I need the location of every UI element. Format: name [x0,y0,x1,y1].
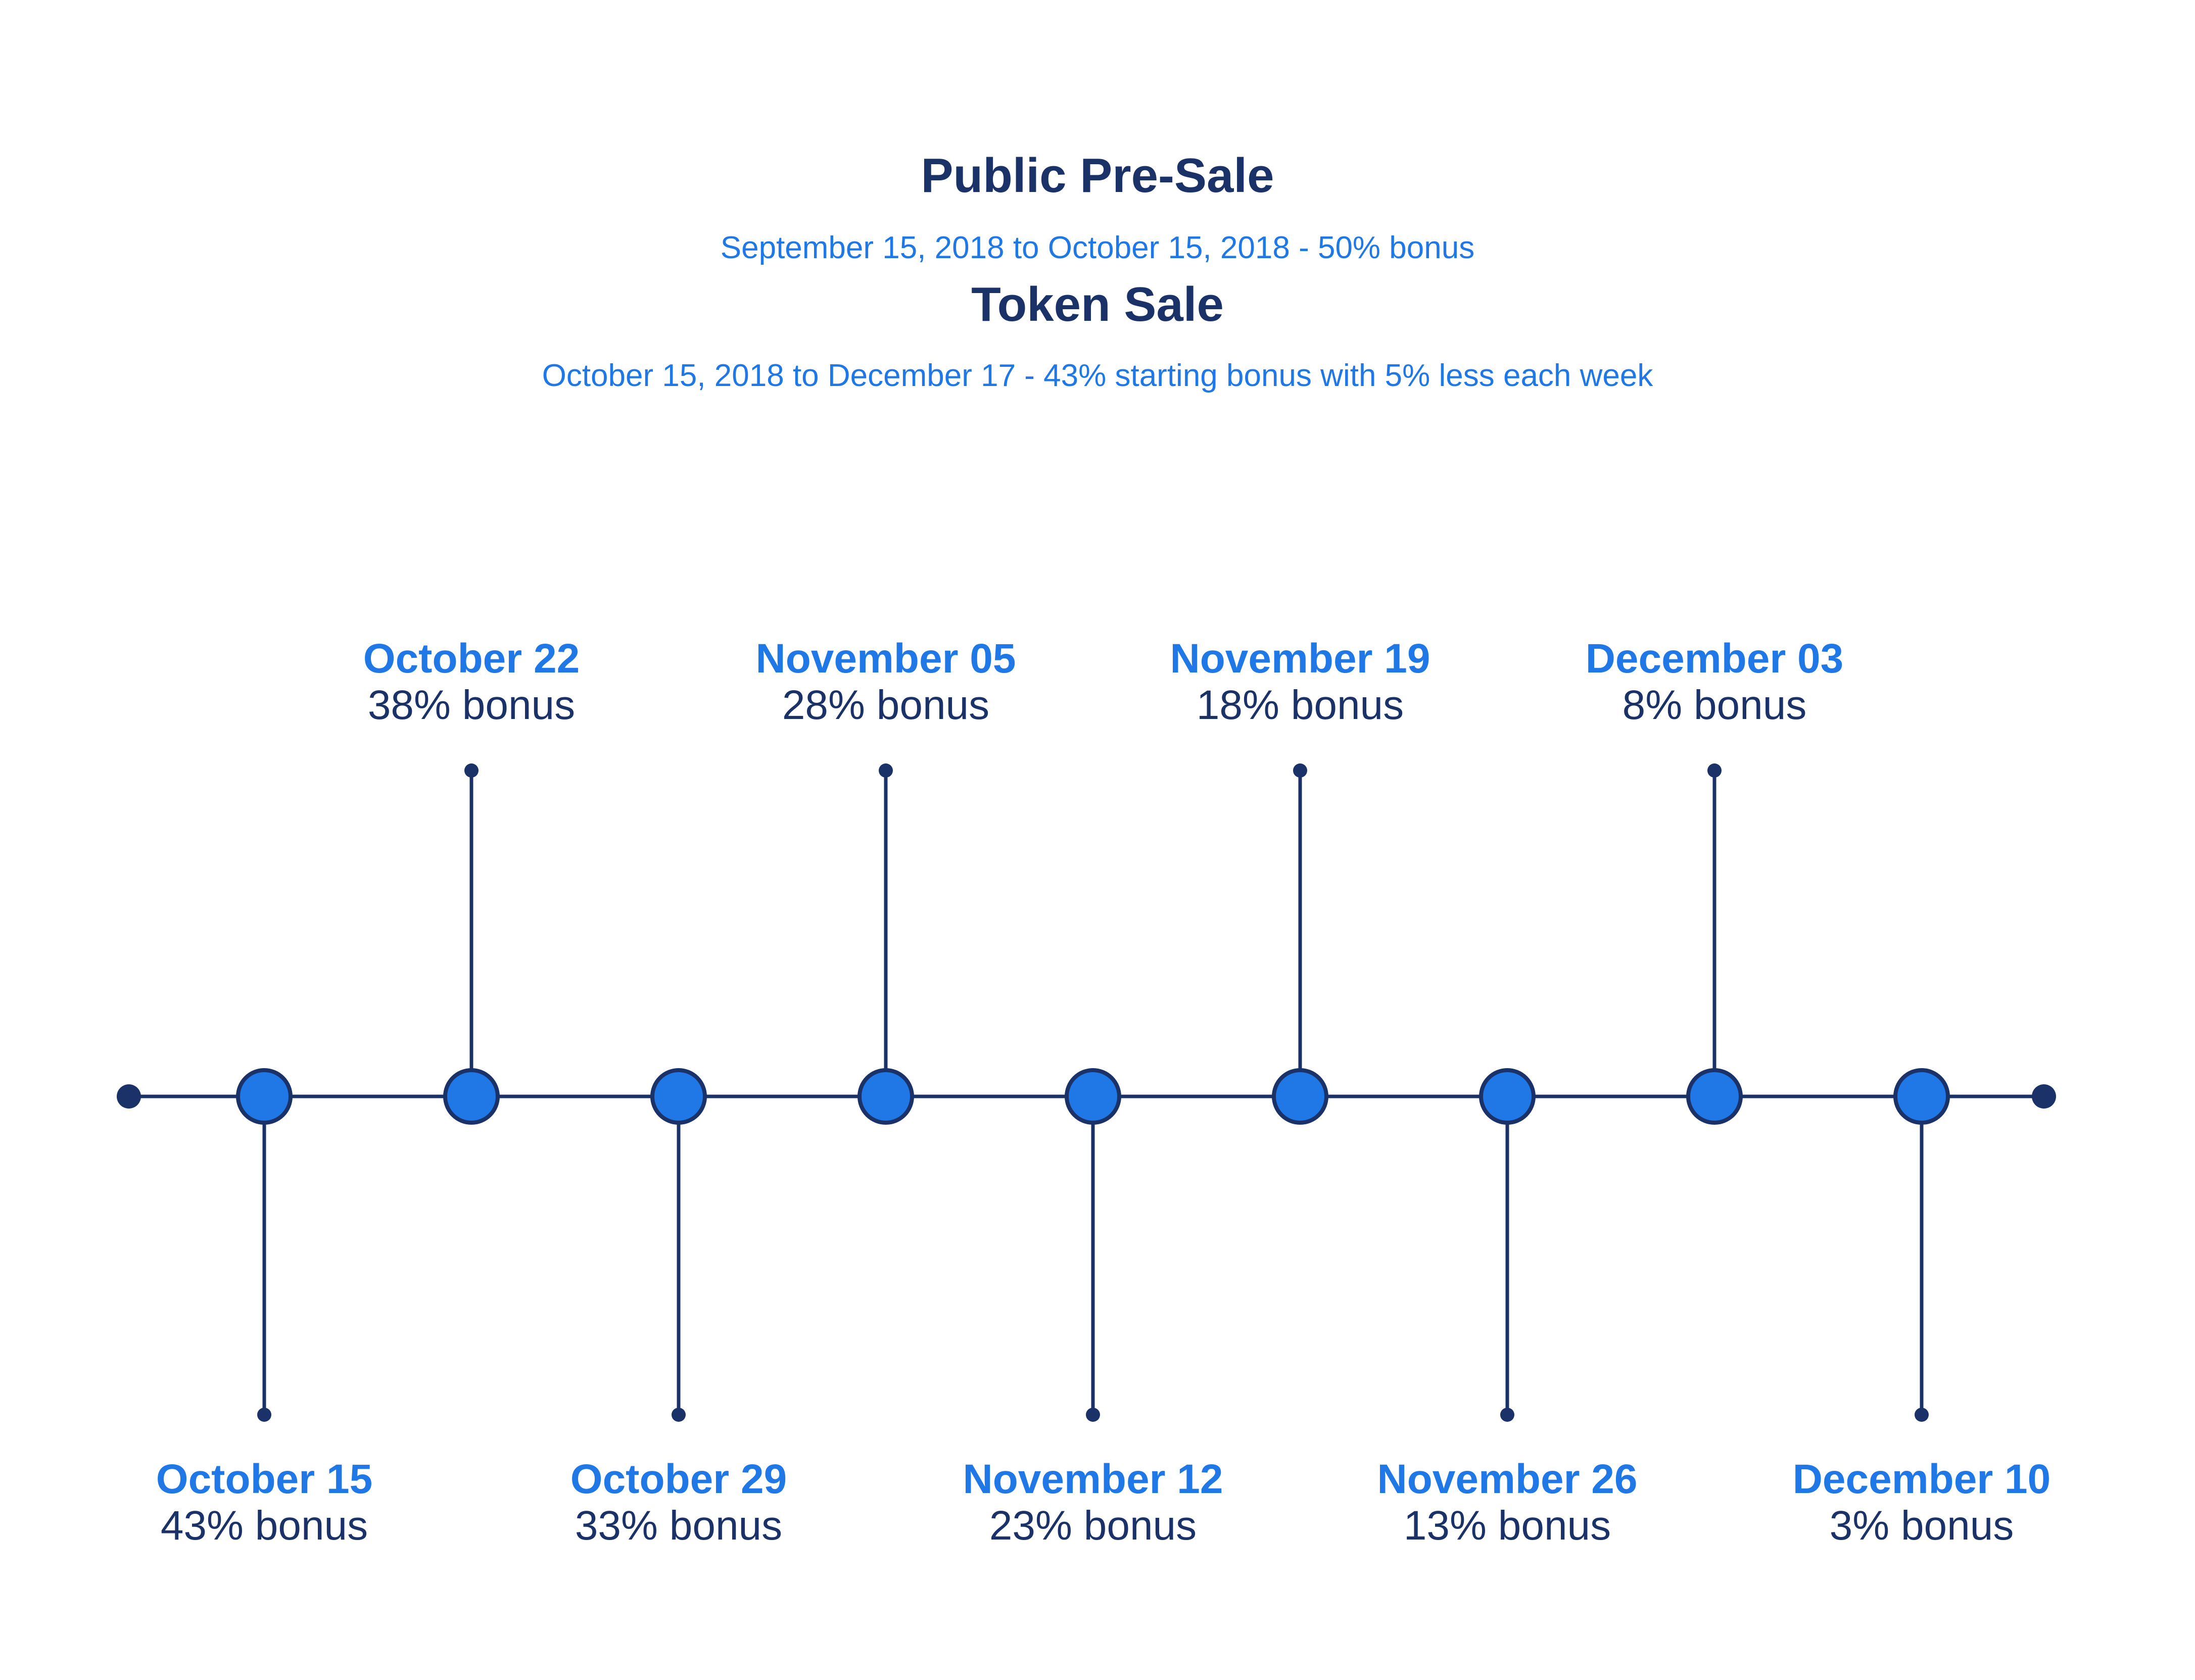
milestone-label: October 29 33% bonus [502,1456,855,1549]
presale-subtitle: September 15, 2018 to October 15, 2018 -… [720,230,1475,265]
milestone-date: December 03 [1585,636,1844,682]
milestone-stem-dot [879,763,893,778]
presale-title: Public Pre-Sale [921,149,1274,203]
milestone-date: October 29 [570,1456,787,1502]
milestone-node [857,1068,914,1125]
milestone-stem-dot [1707,763,1722,778]
milestone-node [650,1068,707,1125]
timeline-end-dot [2032,1084,2056,1109]
milestone-stem-dot [1500,1408,1514,1422]
milestone-bonus: 28% bonus [782,682,990,728]
milestone-label: November 12 23% bonus [916,1456,1270,1549]
token-sale-title: Token Sale [971,277,1224,331]
timeline-start-dot [117,1084,141,1109]
milestone-label: November 05 28% bonus [709,636,1063,729]
milestone-label: October 15 43% bonus [87,1456,441,1549]
milestone-bonus: 43% bonus [160,1503,368,1549]
milestone-label: November 19 18% bonus [1123,636,1477,729]
milestone-stem-dot [1293,763,1307,778]
milestone-label: December 03 8% bonus [1538,636,1891,729]
milestone-node [1272,1068,1328,1125]
milestone-bonus: 13% bonus [1403,1503,1611,1549]
milestone-bonus: 3% bonus [1829,1503,2014,1549]
milestone-label: October 22 38% bonus [295,636,648,729]
milestone-node [1686,1068,1743,1125]
milestone-node [443,1068,500,1125]
milestone-date: November 05 [755,636,1016,682]
milestone-date: October 22 [363,636,580,682]
milestone-bonus: 38% bonus [367,682,576,728]
milestone-bonus: 23% bonus [989,1503,1197,1549]
milestone-date: October 15 [156,1456,373,1502]
milestone-node [1479,1068,1536,1125]
milestone-stem-dot [464,763,479,778]
milestone-bonus: 33% bonus [575,1503,783,1549]
milestone-date: November 12 [963,1456,1223,1502]
milestone-label: December 10 3% bonus [1745,1456,2098,1549]
milestone-date: November 26 [1377,1456,1638,1502]
milestone-bonus: 18% bonus [1196,682,1404,728]
milestone-bonus: 8% bonus [1622,682,1807,728]
milestone-stem-dot [1086,1408,1100,1422]
milestone-node [1065,1068,1121,1125]
milestone-stem-dot [672,1408,686,1422]
milestone-label: November 26 13% bonus [1330,1456,1684,1549]
milestone-date: December 10 [1792,1456,2051,1502]
token-sale-subtitle: October 15, 2018 to December 17 - 43% st… [542,358,1653,393]
milestone-stem-dot [1915,1408,1929,1422]
milestone-node [1893,1068,1950,1125]
milestone-date: November 19 [1170,636,1430,682]
milestone-node [236,1068,293,1125]
milestone-stem-dot [257,1408,271,1422]
